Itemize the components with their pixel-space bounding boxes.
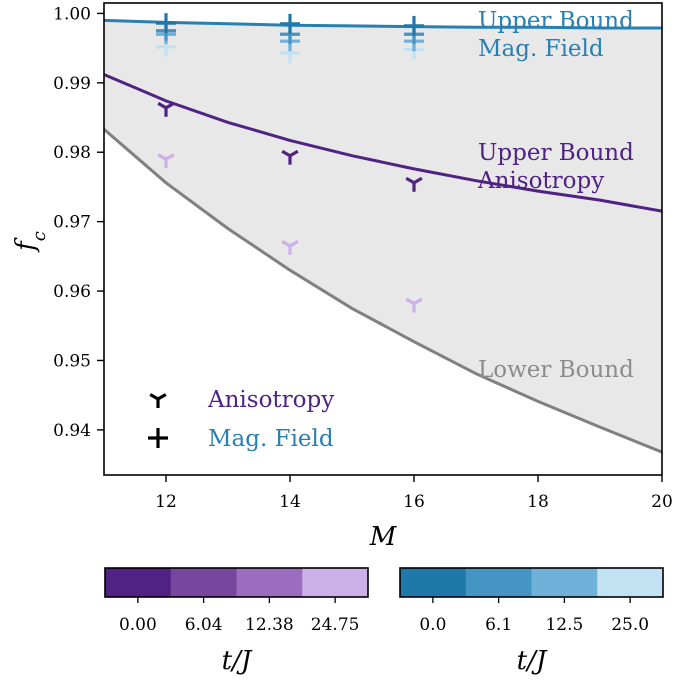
y-tick-label: 0.99: [53, 74, 91, 94]
plot-frame: [103, 2, 663, 476]
colorbar-swatch: [302, 568, 369, 597]
colorbar-tick-label: 0.0: [419, 615, 446, 635]
anisotropy-point: [281, 240, 299, 255]
anisotropy-point: [281, 149, 299, 165]
colorbar-swatch: [531, 568, 598, 597]
colorbar-tick-label: 12.38: [245, 615, 294, 635]
colorbar-frame: [104, 567, 369, 598]
mag-field-point: [156, 13, 176, 34]
y-axis-label: fc: [11, 231, 50, 253]
colorbar-swatch: [105, 568, 172, 597]
colorbar-swatch: [465, 568, 532, 597]
x-tick-label: 12: [155, 492, 177, 512]
x-tick-label: 16: [403, 492, 425, 512]
colorbar-swatch: [170, 568, 237, 597]
upper-bound-anisotropy-label: Upper Bound Anisotropy: [477, 140, 634, 194]
legend-label: Anisotropy: [207, 387, 334, 413]
upper-bound-anisotropy-curve: [104, 73, 662, 213]
anisotropy-point: [405, 176, 423, 192]
colorbar-label: t/J: [517, 646, 548, 676]
lower-bound-curve: [104, 128, 662, 454]
colorbar-tick-label: 6.1: [485, 615, 512, 635]
data-markers: [156, 13, 424, 313]
legend-label: Mag. Field: [208, 426, 334, 452]
legend-anisotropy-marker: [149, 393, 167, 408]
colorbar-tick-label: 24.75: [311, 615, 360, 635]
colorbars: 0.00 6.04 12.38 24.75 t/J 0.0 6.1 12.5 25.0 t/J: [104, 567, 664, 676]
legend-mag-field-marker: [148, 428, 168, 448]
legend: Anisotropy Mag. Field: [148, 387, 334, 452]
x-axis-ticks: 12 14 16 18 20: [155, 475, 673, 512]
y-tick-label: 0.96: [53, 282, 91, 302]
colorbar-swatch: [400, 568, 467, 597]
mag-field-point: [404, 15, 424, 36]
colorbar-1: 0.00 6.04 12.38 24.75 t/J: [104, 567, 369, 676]
y-tick-label: 0.98: [53, 143, 91, 163]
colorbar-2: 0.0 6.1 12.5 25.0 t/J: [399, 567, 664, 676]
y-tick-label: 0.97: [53, 213, 91, 233]
y-tick-label: 0.95: [53, 351, 91, 371]
colorbar-swatch: [597, 568, 664, 597]
colorbar-frame: [399, 567, 664, 598]
x-tick-label: 18: [527, 492, 549, 512]
bounds-band: [104, 20, 662, 453]
x-axis-label: M: [369, 522, 398, 552]
anisotropy-point: [157, 153, 175, 169]
anisotropy-point: [157, 101, 175, 117]
y-tick-label: 0.94: [53, 421, 91, 441]
upper-bound-mag-field-label: Upper Bound Mag. Field: [478, 8, 634, 62]
upper-bound-mag-field-curve: [104, 18, 662, 30]
y-tick-label: 1.00: [53, 4, 91, 24]
y-axis-ticks: 0.94 0.95 0.96 0.97 0.98 0.99 1.00: [53, 4, 104, 441]
colorbar-tick-label: 12.5: [545, 615, 583, 635]
x-tick-label: 14: [279, 492, 301, 512]
colorbar-tick-label: 6.04: [185, 615, 223, 635]
colorbar-label: t/J: [222, 646, 253, 676]
colorbar-tick-label: 25.0: [611, 615, 649, 635]
lower-bound-label: Lower Bound: [478, 357, 634, 383]
colorbar-swatch: [236, 568, 303, 597]
anisotropy-point: [405, 297, 423, 313]
colorbar-tick-label: 0.00: [119, 615, 157, 635]
mag-field-point: [280, 13, 300, 34]
x-tick-label: 20: [651, 492, 673, 512]
